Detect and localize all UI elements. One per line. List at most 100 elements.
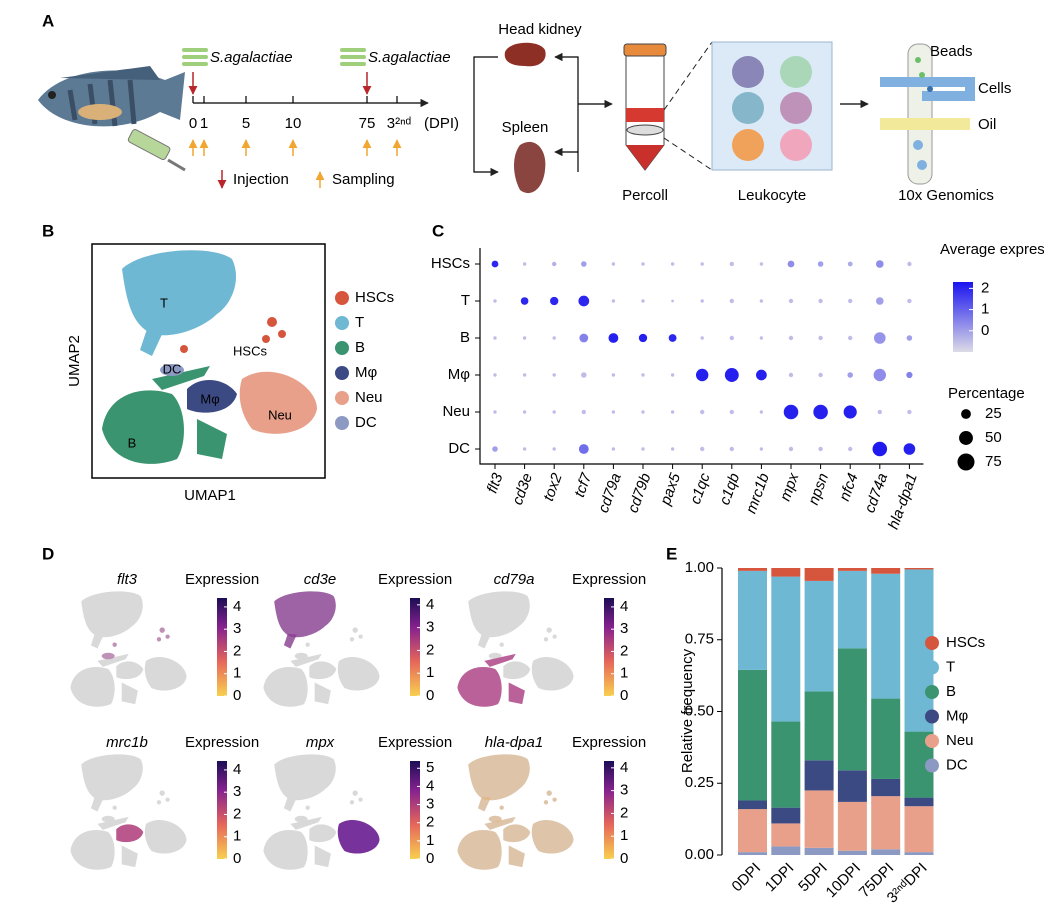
bar-segment — [771, 823, 801, 847]
dot — [638, 333, 648, 343]
panel-label: A — [42, 11, 54, 30]
legend-label: HSCs — [355, 289, 394, 306]
legend-label: Sampling — [332, 171, 395, 188]
organ-label: Spleen — [502, 119, 549, 136]
colorbar-tick-label: 4 — [233, 598, 241, 615]
y-tick-label: B — [460, 329, 470, 346]
feature-umap — [457, 754, 573, 869]
colorbar-tick-label: 2 — [233, 805, 241, 822]
bar-segment — [738, 669, 767, 801]
dot — [670, 447, 675, 451]
dot — [700, 446, 705, 452]
legend-label: T — [946, 658, 955, 675]
colorbar-tick-label: 4 — [620, 598, 628, 615]
legend-label: Neu — [946, 732, 974, 749]
bar-segment — [804, 790, 834, 848]
bar-segment — [871, 573, 901, 699]
x-tick-label: 1DPI — [762, 860, 798, 896]
dot — [818, 335, 823, 341]
dot — [783, 404, 799, 420]
umap-frame — [91, 243, 326, 479]
bar-segment — [738, 568, 767, 571]
colorbar-title: Expression — [572, 571, 646, 588]
dot — [492, 446, 498, 452]
dot — [818, 298, 823, 304]
dot — [848, 446, 853, 452]
x-tick-label: mrc1b — [743, 471, 773, 516]
cluster-label: T — [160, 295, 168, 310]
size-key-label: 75 — [985, 453, 1002, 470]
legend-label: Mφ — [355, 364, 377, 381]
colorbar-tick-label: 1 — [426, 664, 434, 681]
dot — [906, 371, 913, 379]
cluster-label: Mφ — [200, 391, 219, 406]
colorbar-tick-label: 2 — [426, 814, 434, 831]
dot — [522, 447, 527, 451]
dot — [641, 262, 645, 266]
dot — [729, 446, 734, 452]
x-tick-label: hla-dpa1 — [885, 471, 921, 532]
colorbar-tick-label: 2 — [620, 642, 628, 659]
x-tick-label: npsn — [805, 471, 832, 507]
bar-segment — [771, 846, 801, 855]
axis-label: UMAP2 — [66, 335, 83, 387]
dot — [873, 332, 886, 344]
dot — [729, 261, 734, 267]
dot — [552, 261, 557, 267]
x-tick-label: flt3 — [484, 470, 507, 495]
dot — [848, 335, 853, 341]
bar-segment — [904, 797, 934, 807]
gene-title: cd3e — [304, 571, 337, 588]
x-tick-label: 0DPI — [729, 860, 765, 896]
dot — [788, 446, 794, 452]
bar-segment — [738, 570, 767, 670]
legend-swatch — [335, 291, 349, 305]
y-tick-label: 0.50 — [685, 702, 714, 719]
dot — [818, 446, 823, 452]
bar-segment — [837, 770, 867, 802]
size-key — [957, 453, 975, 471]
colorbar-tick-label: 3 — [233, 620, 241, 637]
bar-segment — [771, 576, 801, 722]
dot — [520, 297, 529, 305]
bar-segment — [771, 568, 801, 577]
dot — [907, 409, 912, 415]
colorbar-tick-label: 0 — [233, 687, 241, 704]
timeline-label: 3²ⁿᵈ — [387, 115, 412, 132]
umap-plot: HSCs T B Mφ Neu DC — [102, 250, 317, 464]
bar-segment — [871, 698, 901, 779]
y-tick-label: 0.00 — [685, 846, 714, 863]
dot — [729, 298, 734, 304]
colorbar-tick-label: 1 — [620, 827, 628, 844]
timeline-label: 10 — [285, 115, 302, 132]
bar-segment — [871, 778, 901, 797]
legend-label: Neu — [355, 389, 383, 406]
colorbar — [604, 761, 614, 859]
legend-title: Average expression — [940, 241, 1044, 258]
x-tick-label: pax5 — [657, 470, 685, 508]
timeline-label: 1 — [200, 115, 208, 132]
organ-label: Head kidney — [498, 21, 582, 38]
bar-segment — [837, 570, 867, 649]
legend-label: B — [355, 339, 365, 356]
dot — [670, 373, 675, 377]
panel-label: E — [666, 544, 677, 563]
colorbar-tick-label: 1 — [981, 301, 989, 318]
bar-segment — [904, 569, 934, 732]
pathogen-label: S.agalactiae — [210, 49, 293, 66]
bar-segment — [871, 849, 901, 855]
x-tick-label: 10DPI — [823, 860, 865, 902]
cluster-label: Neu — [268, 407, 292, 422]
dot — [848, 298, 853, 304]
colorbar-title: Expression — [378, 734, 452, 751]
dot — [817, 261, 824, 267]
dot — [818, 372, 823, 378]
dot — [729, 409, 734, 415]
colorbar-title: Expression — [378, 571, 452, 588]
legend-swatch — [925, 734, 939, 748]
dot — [670, 262, 675, 266]
colorbar-tick-label: 4 — [620, 759, 628, 776]
colorbar-tick-label: 1 — [233, 828, 241, 845]
dot — [907, 298, 912, 304]
y-tick-label: 0.75 — [685, 631, 714, 648]
